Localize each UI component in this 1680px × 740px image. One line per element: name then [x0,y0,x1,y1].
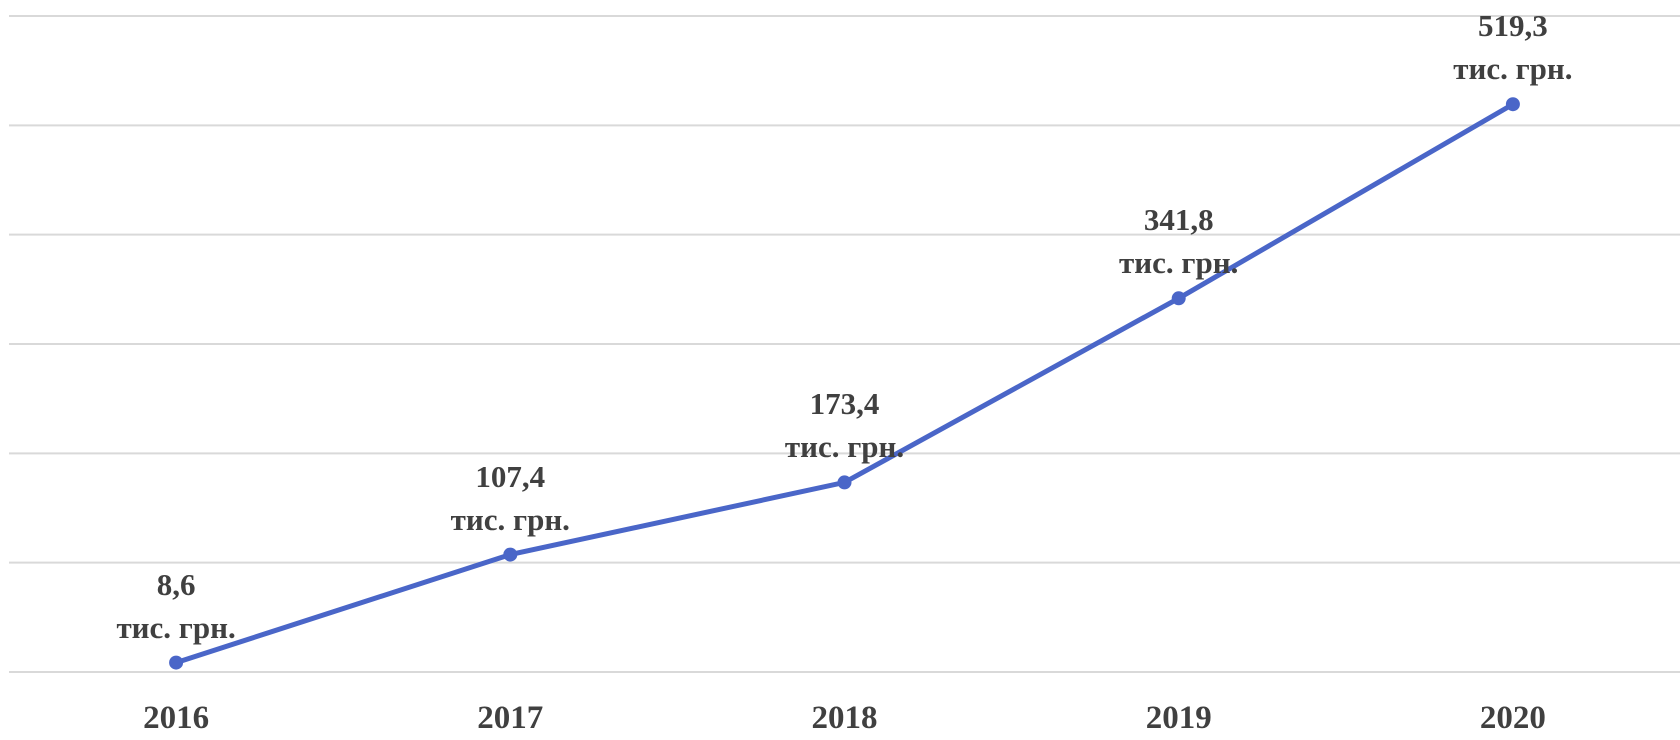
point [1171,291,1186,306]
point [169,655,184,670]
x-tick-label: 2019 [1146,700,1212,736]
value-label: 519,3 тис. грн. [1453,8,1573,87]
x-tick-label: 2018 [812,700,878,736]
value-label: 107,4 тис. грн. [450,458,570,537]
x-tick-label: 2020 [1480,700,1546,736]
point [837,475,852,490]
x-tick-label: 2017 [477,700,543,736]
x-tick-label: 2016 [143,700,209,736]
point [503,547,518,562]
value-label: 8,6 тис. грн. [116,566,236,645]
point [1505,97,1520,112]
value-label: 173,4 тис. грн. [784,386,905,465]
value-label: 341,8 тис. грн. [1119,202,1239,281]
